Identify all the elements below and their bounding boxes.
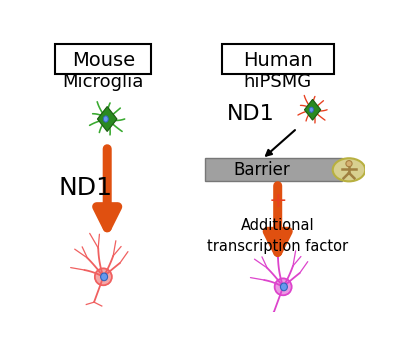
Ellipse shape: [333, 158, 365, 181]
Polygon shape: [98, 106, 117, 132]
Text: Barrier: Barrier: [233, 161, 290, 179]
Text: Microglia: Microglia: [63, 73, 144, 91]
Text: Mouse: Mouse: [72, 51, 135, 70]
Circle shape: [95, 268, 112, 285]
Text: Additional
transcription factor: Additional transcription factor: [207, 218, 348, 253]
Text: hiPSMG: hiPSMG: [244, 73, 312, 91]
FancyBboxPatch shape: [205, 158, 342, 181]
FancyBboxPatch shape: [55, 43, 151, 74]
Text: ND1: ND1: [58, 176, 112, 200]
Text: Human: Human: [243, 51, 313, 70]
Circle shape: [346, 161, 352, 167]
Ellipse shape: [100, 273, 108, 281]
Ellipse shape: [103, 116, 108, 122]
Ellipse shape: [280, 283, 288, 291]
Circle shape: [275, 278, 292, 295]
Text: +: +: [269, 191, 287, 211]
Ellipse shape: [309, 107, 313, 112]
Polygon shape: [305, 99, 321, 120]
Text: ND1: ND1: [227, 104, 275, 124]
FancyBboxPatch shape: [222, 43, 333, 74]
